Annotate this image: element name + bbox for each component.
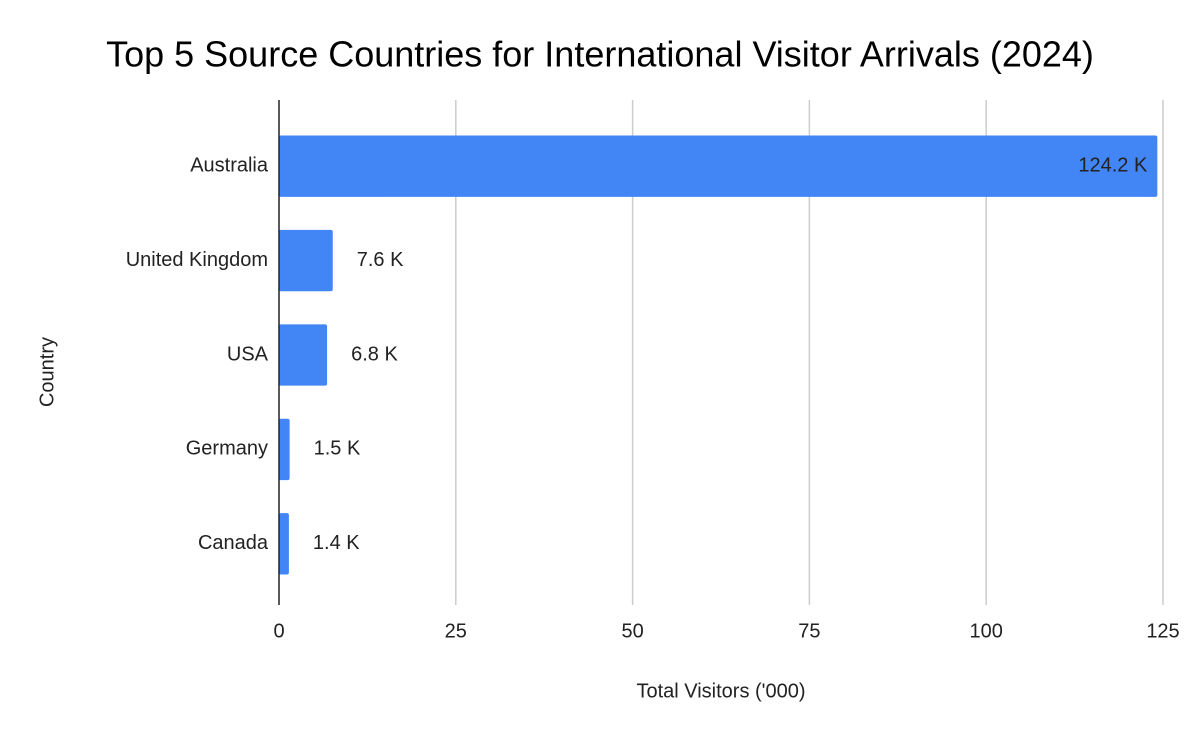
- bar: [279, 418, 290, 481]
- y-tick-label: Australia: [190, 154, 269, 176]
- x-axis-label: Total Visitors ('000): [636, 680, 805, 702]
- y-tick-label: USA: [227, 343, 269, 365]
- x-tick-label: 75: [798, 620, 820, 642]
- value-label: 1.4 K: [313, 532, 360, 554]
- value-label: 7.6 K: [357, 249, 404, 271]
- x-tick-label: 50: [621, 620, 643, 642]
- x-tick-label: 25: [445, 620, 467, 642]
- bar: [279, 324, 328, 386]
- y-axis-label: Country: [36, 337, 58, 407]
- y-tick-label: Canada: [198, 532, 269, 554]
- bar: [279, 513, 289, 575]
- bar: [279, 229, 333, 292]
- value-label: 124.2 K: [1078, 154, 1148, 176]
- value-label: 6.8 K: [351, 343, 398, 365]
- x-tick-label: 100: [970, 620, 1003, 642]
- y-tick-label: United Kingdom: [126, 249, 268, 271]
- chart-title: Top 5 Source Countries for International…: [106, 34, 1094, 75]
- value-label: 1.5 K: [314, 438, 361, 460]
- x-tick-label: 125: [1146, 620, 1179, 642]
- bar: [279, 135, 1158, 197]
- y-tick-label: Germany: [186, 438, 268, 460]
- x-tick-label: 0: [273, 620, 284, 642]
